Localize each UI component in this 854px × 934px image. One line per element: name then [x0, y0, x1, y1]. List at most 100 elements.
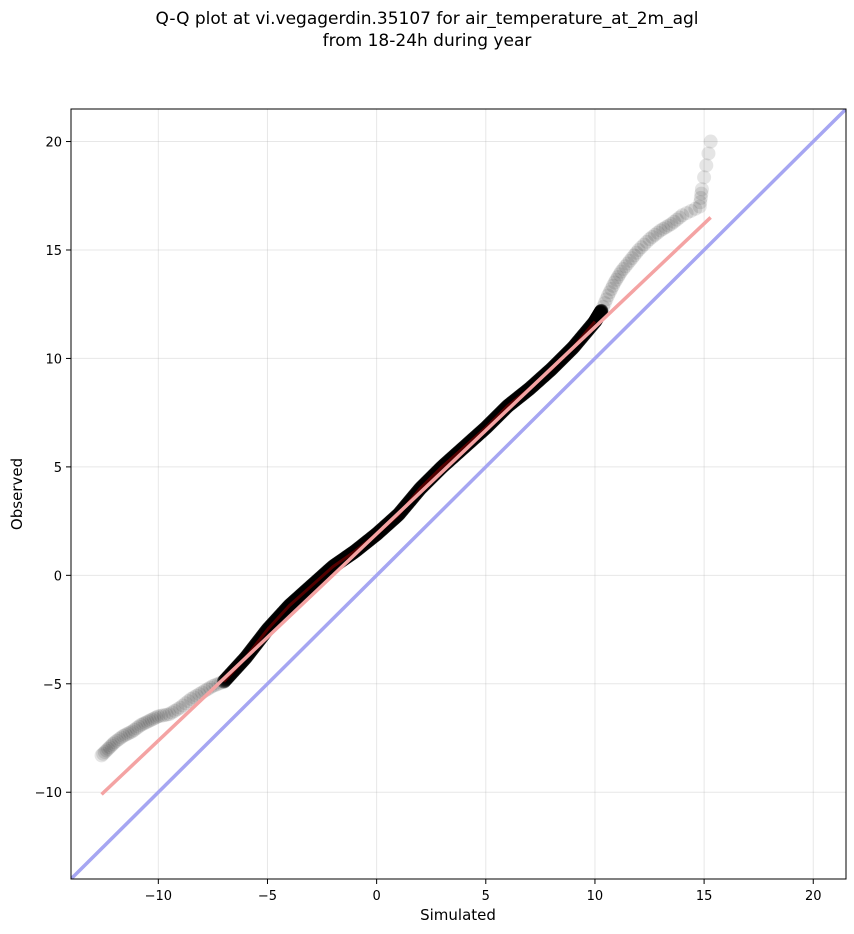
chart-title-line-2: from 18-24h during year [322, 31, 532, 51]
grid-lines [71, 109, 846, 879]
qq-point [94, 748, 109, 763]
qq-point [692, 199, 707, 214]
identity-line [71, 109, 846, 879]
qq-point [136, 716, 151, 731]
qq-point [614, 264, 629, 279]
y-tick-label: −5 [43, 678, 62, 693]
y-tick-label: 0 [54, 569, 62, 584]
qq-point [609, 272, 624, 287]
qq-point [594, 304, 609, 319]
qq-point [109, 733, 124, 748]
qq-point [175, 698, 190, 713]
qq-point [181, 694, 196, 709]
qq-point [146, 711, 161, 726]
qq-point [184, 691, 199, 706]
y-tick-label: 20 [45, 136, 62, 151]
qq-point [97, 745, 112, 760]
qq-point [631, 242, 646, 257]
x-tick-label: 15 [696, 889, 713, 904]
qq-point [164, 705, 179, 720]
qq-point [645, 229, 660, 244]
qq-point [203, 680, 218, 695]
qq-point [106, 736, 121, 751]
qq-point [625, 251, 640, 266]
qq-point [679, 206, 694, 221]
qq-point [604, 282, 619, 297]
qq-point [593, 305, 608, 320]
qq-point [593, 305, 608, 320]
qq-point [675, 208, 690, 223]
qq-point [101, 741, 116, 756]
y-tick-label: 5 [54, 461, 62, 476]
qq-point [688, 201, 703, 216]
qq-point [639, 234, 654, 249]
qq-point [667, 214, 682, 229]
qq-point [131, 719, 146, 734]
qq-point [701, 146, 716, 161]
qq-point [129, 721, 144, 736]
qq-point [133, 718, 148, 732]
qq-point [601, 288, 616, 303]
qq-point [627, 248, 642, 263]
qq-point [593, 304, 608, 319]
qq-point [167, 703, 182, 718]
qq-point [594, 303, 609, 318]
qq-point [186, 690, 201, 705]
qq-point [693, 195, 708, 210]
qq-point [622, 253, 637, 268]
y-tick-label: 15 [45, 244, 62, 259]
qq-point [142, 713, 157, 728]
qq-point [594, 303, 609, 318]
qq-point [178, 696, 193, 711]
x-tick-label: 0 [372, 889, 380, 904]
plot-area [71, 109, 846, 879]
qq-point [672, 210, 687, 225]
qq-point [618, 259, 633, 274]
chart-title: Q-Q plot at vi.vegagerdin.35107 for air_… [0, 8, 854, 52]
x-tick-label: −10 [145, 889, 172, 904]
qq-point [116, 728, 131, 743]
qq-point [594, 304, 609, 319]
qq-point [610, 270, 625, 285]
qq-point [114, 730, 129, 745]
qq-point [122, 725, 137, 740]
qq-point [170, 702, 185, 717]
qq-point [661, 218, 676, 233]
qq-point [616, 261, 631, 276]
qq-point [694, 186, 709, 201]
x-axis-label: Simulated [420, 906, 496, 924]
qq-point [664, 216, 679, 231]
qq-point [138, 715, 153, 730]
qq-point [99, 743, 114, 758]
qq-point [650, 225, 665, 240]
qq-point [596, 299, 611, 314]
qq-point [620, 256, 635, 271]
qq-point [647, 227, 662, 242]
qq-point [593, 305, 608, 320]
qq-point [151, 709, 166, 724]
qq-point [107, 735, 122, 750]
qq-point [693, 190, 708, 205]
qq-point [669, 212, 684, 227]
fit-line [100, 216, 712, 796]
axis-ticks: −10 −5 0 5 10 15 20 −10 −5 0 5 10 15 20 [35, 136, 822, 904]
qq-point [125, 724, 140, 739]
qq-point [697, 170, 712, 185]
qq-point [597, 296, 612, 311]
qq-points [94, 134, 718, 763]
qq-point [703, 134, 718, 149]
x-tick-label: 20 [805, 889, 822, 904]
qq-point [629, 245, 644, 260]
chart-title-line-1: Q-Q plot at vi.vegagerdin.35107 for air_… [155, 9, 699, 29]
qq-point [120, 726, 135, 741]
y-tick-label: 10 [45, 352, 62, 367]
qq-point [634, 240, 649, 255]
qq-point [205, 678, 220, 693]
plot-frame [70, 108, 847, 880]
qq-point [602, 285, 617, 300]
qq-point [684, 203, 698, 218]
qq-point [699, 158, 714, 173]
qq-point [127, 722, 142, 737]
qq-point [599, 292, 614, 307]
